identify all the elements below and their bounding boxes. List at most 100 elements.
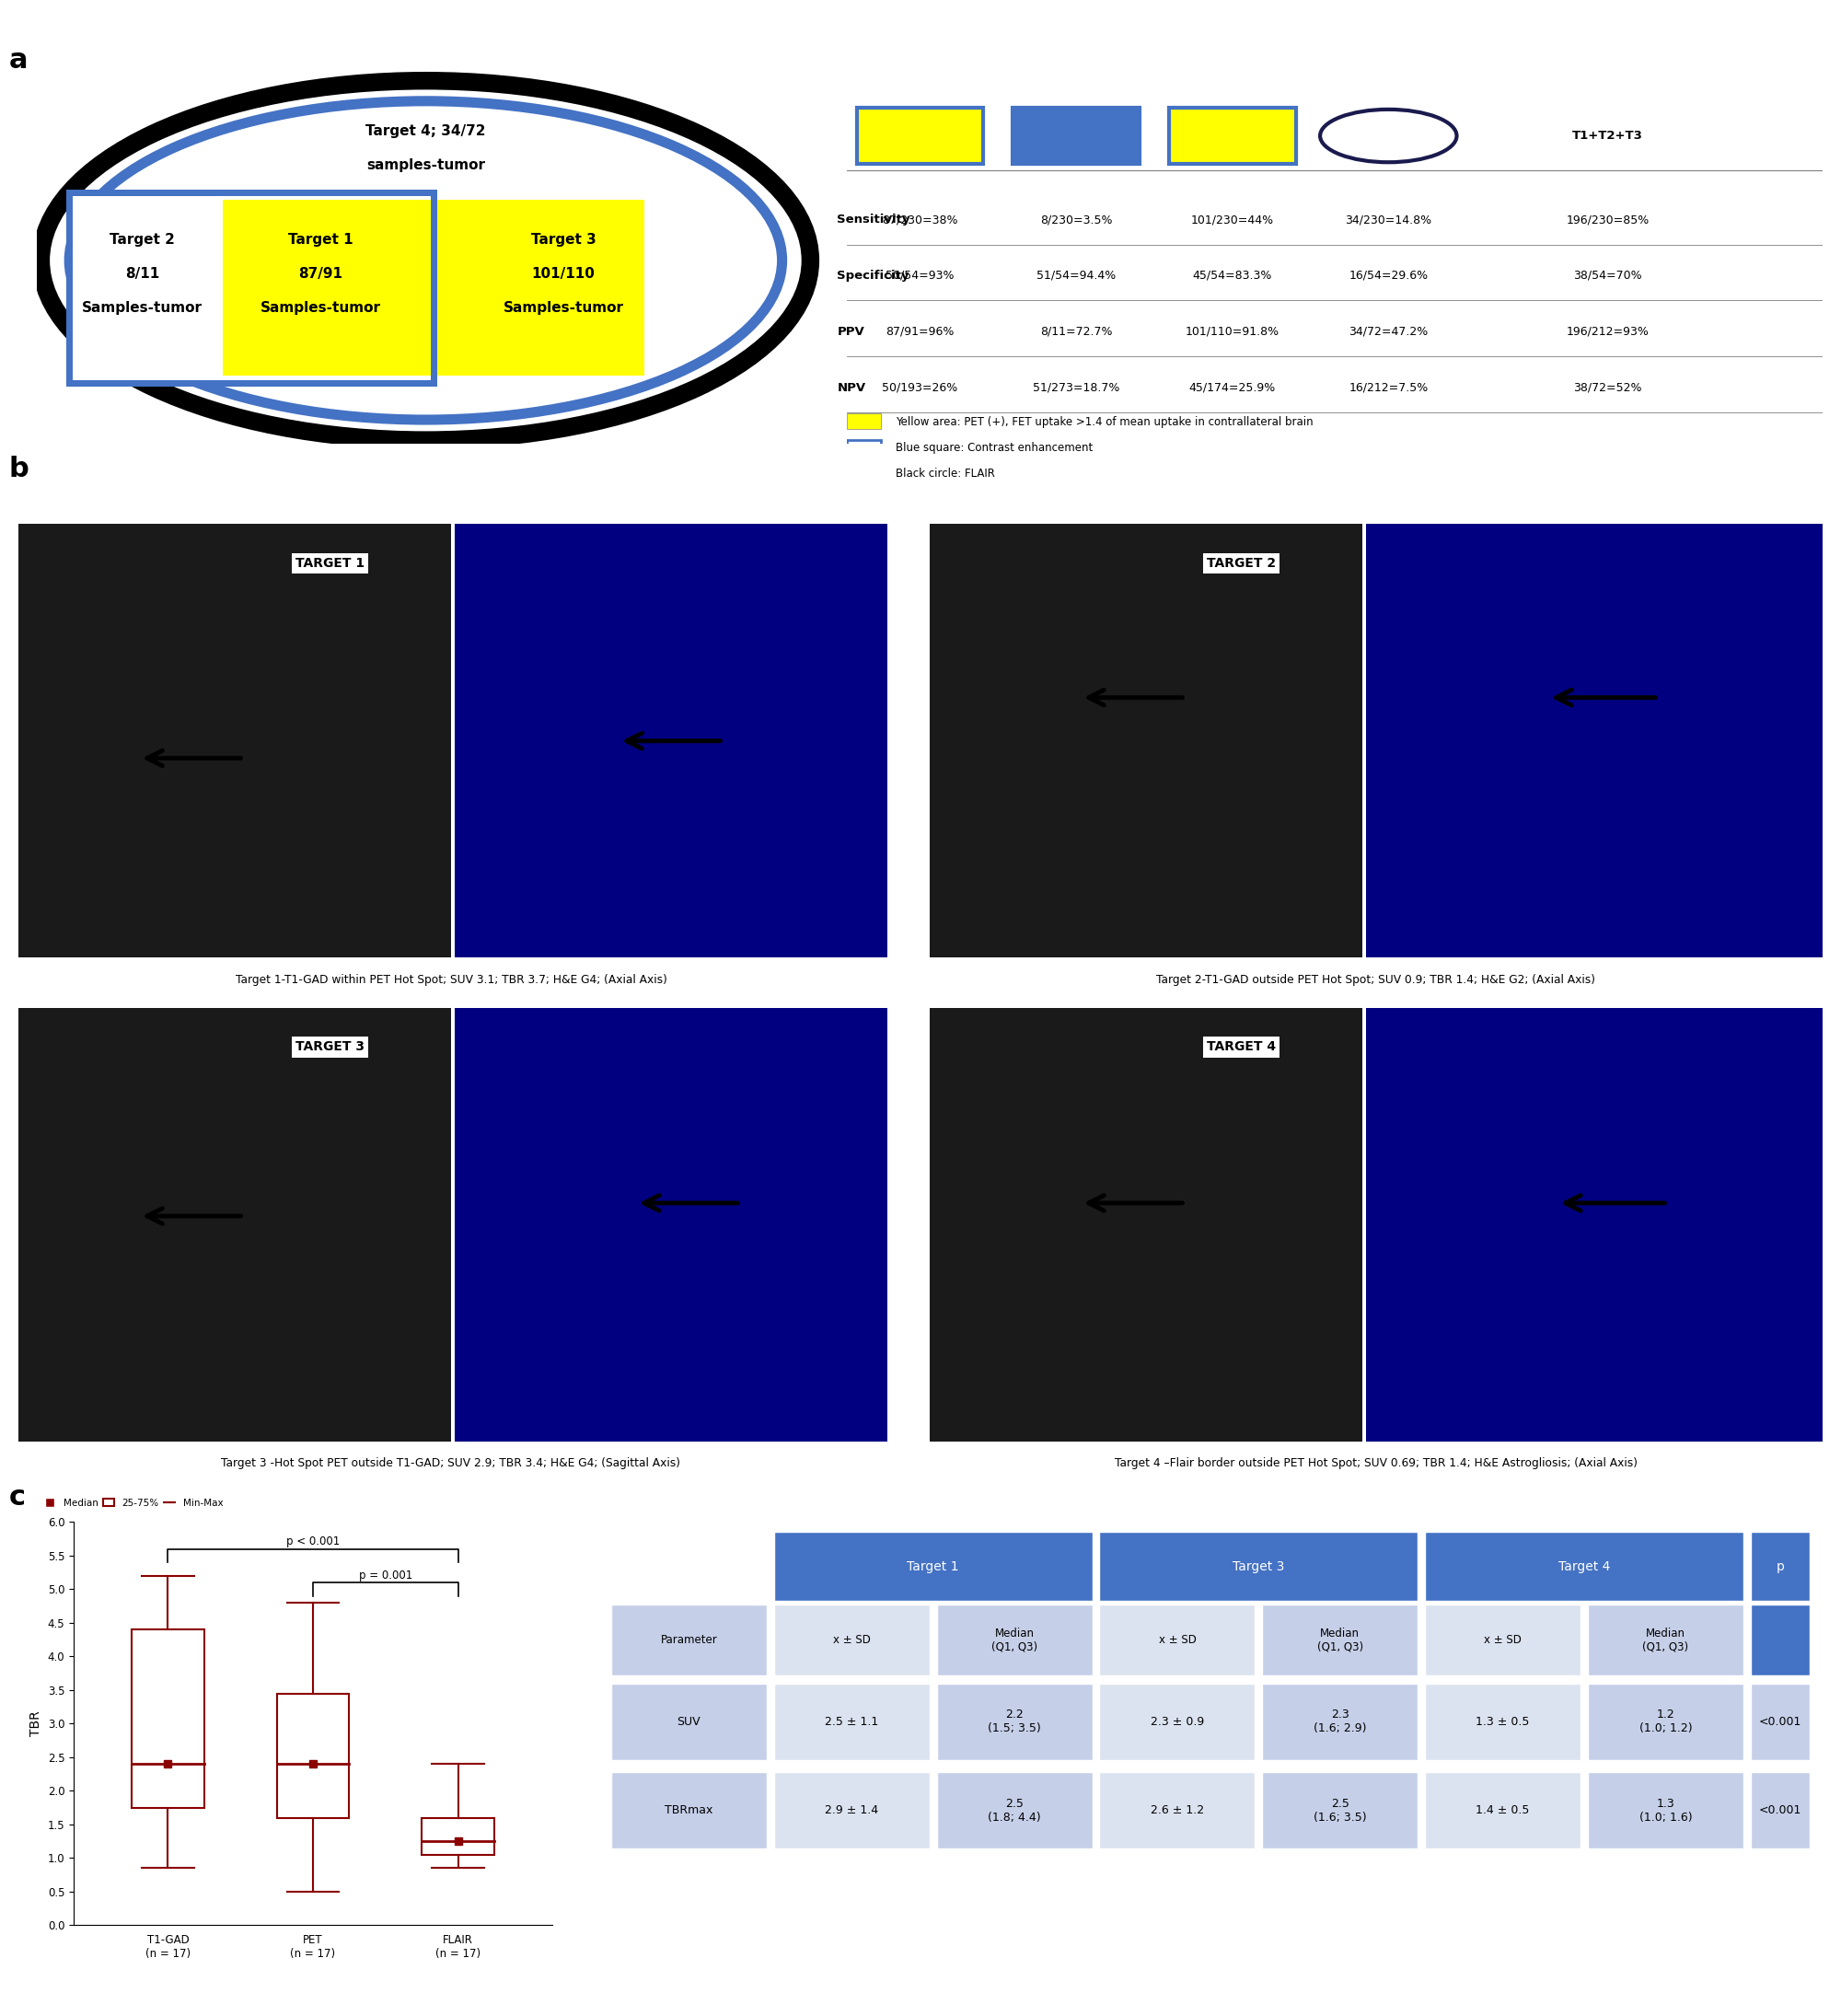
FancyBboxPatch shape xyxy=(1425,1605,1581,1675)
Text: Target 1-T1-GAD within PET Hot Spot; SUV 3.1; TBR 3.7; H&E G4; (Axial Axis): Target 1-T1-GAD within PET Hot Spot; SUV… xyxy=(236,974,666,986)
Text: 87/230=38%: 87/230=38% xyxy=(882,214,957,226)
Text: 34/230=14.8%: 34/230=14.8% xyxy=(1346,214,1432,226)
Text: a: a xyxy=(9,46,28,75)
FancyBboxPatch shape xyxy=(1751,1772,1810,1849)
Text: Target 2: Target 2 xyxy=(109,234,175,248)
Text: Blue square: Contrast enhancement: Blue square: Contrast enhancement xyxy=(895,442,1094,454)
Text: Yellow area: PET (+), FET uptake >1.4 of mean uptake in contrallateral brain: Yellow area: PET (+), FET uptake >1.4 of… xyxy=(895,415,1313,427)
Text: 45/174=25.9%: 45/174=25.9% xyxy=(1189,381,1276,393)
Text: 8/230=3.5%: 8/230=3.5% xyxy=(1040,214,1112,226)
Text: 2.5
(1.6; 3.5): 2.5 (1.6; 3.5) xyxy=(1314,1798,1366,1822)
FancyBboxPatch shape xyxy=(773,1772,930,1849)
Text: 16/212=7.5%: 16/212=7.5% xyxy=(1349,381,1429,393)
FancyBboxPatch shape xyxy=(1425,1532,1743,1601)
Text: p = 0.001: p = 0.001 xyxy=(359,1568,412,1581)
Text: PPV: PPV xyxy=(838,327,865,337)
Text: Specificity: Specificity xyxy=(838,270,909,282)
Text: Samples-tumor: Samples-tumor xyxy=(81,300,203,314)
FancyBboxPatch shape xyxy=(1099,1605,1256,1675)
Text: 196/230=85%: 196/230=85% xyxy=(1567,214,1650,226)
Text: 2.6 ± 1.2: 2.6 ± 1.2 xyxy=(1151,1804,1204,1816)
Y-axis label: TBR: TBR xyxy=(29,1712,42,1736)
FancyBboxPatch shape xyxy=(1589,1683,1743,1760)
FancyBboxPatch shape xyxy=(1263,1683,1418,1760)
Legend: Median, 25-75%, Min-Max: Median, 25-75%, Min-Max xyxy=(41,1494,226,1512)
Text: p < 0.001: p < 0.001 xyxy=(285,1536,341,1548)
Ellipse shape xyxy=(41,81,810,439)
Text: 1.2
(1.0; 1.2): 1.2 (1.0; 1.2) xyxy=(1638,1710,1692,1734)
Text: TARGET 1: TARGET 1 xyxy=(295,556,365,571)
Text: 50/54=93%: 50/54=93% xyxy=(886,270,954,282)
FancyBboxPatch shape xyxy=(611,1772,766,1849)
Text: Target 3: Target 3 xyxy=(1204,129,1261,141)
Text: x ± SD: x ± SD xyxy=(1484,1635,1523,1645)
Text: TARGET 4: TARGET 4 xyxy=(1206,1040,1276,1054)
FancyBboxPatch shape xyxy=(773,1683,930,1760)
FancyBboxPatch shape xyxy=(1751,1683,1810,1760)
FancyBboxPatch shape xyxy=(1589,1605,1743,1675)
FancyBboxPatch shape xyxy=(1169,107,1296,163)
FancyBboxPatch shape xyxy=(1589,1772,1743,1849)
Text: b: b xyxy=(9,456,29,482)
Text: Median
(Q1, Q3): Median (Q1, Q3) xyxy=(992,1627,1038,1653)
Text: Samples-tumor: Samples-tumor xyxy=(503,300,624,314)
Text: 87/91=96%: 87/91=96% xyxy=(886,327,954,337)
FancyBboxPatch shape xyxy=(937,1683,1092,1760)
Text: Black circle: FLAIR: Black circle: FLAIR xyxy=(895,468,994,480)
Text: 50/193=26%: 50/193=26% xyxy=(882,381,957,393)
FancyBboxPatch shape xyxy=(1263,1772,1418,1849)
FancyBboxPatch shape xyxy=(1099,1683,1256,1760)
FancyBboxPatch shape xyxy=(856,107,983,163)
Ellipse shape xyxy=(1320,109,1456,161)
FancyBboxPatch shape xyxy=(937,1772,1092,1849)
Text: Parameter: Parameter xyxy=(661,1635,718,1645)
Text: x ± SD: x ± SD xyxy=(832,1635,871,1645)
Text: 38/54=70%: 38/54=70% xyxy=(1574,270,1642,282)
Text: Target 2: Target 2 xyxy=(1048,129,1105,141)
Text: <0.001: <0.001 xyxy=(1758,1804,1802,1816)
Text: Target 3: Target 3 xyxy=(1233,1560,1285,1572)
Text: 1.3 ± 0.5: 1.3 ± 0.5 xyxy=(1476,1716,1530,1728)
Text: 51/273=18.7%: 51/273=18.7% xyxy=(1033,381,1119,393)
Text: 2.9 ± 1.4: 2.9 ± 1.4 xyxy=(825,1804,878,1816)
Text: 51/54=94.4%: 51/54=94.4% xyxy=(1036,270,1116,282)
Bar xyxy=(70,194,434,383)
Bar xyxy=(847,439,882,456)
Text: Samples-tumor: Samples-tumor xyxy=(260,300,381,314)
Bar xyxy=(70,194,434,383)
FancyBboxPatch shape xyxy=(1099,1532,1418,1601)
Text: Target 1: Target 1 xyxy=(287,234,353,248)
Text: 16/54=29.6%: 16/54=29.6% xyxy=(1349,270,1429,282)
Text: Target 2-T1-GAD outside PET Hot Spot; SUV 0.9; TBR 1.4; H&E G2; (Axial Axis): Target 2-T1-GAD outside PET Hot Spot; SU… xyxy=(1156,974,1596,986)
Bar xyxy=(133,1629,204,1808)
FancyBboxPatch shape xyxy=(1013,107,1140,163)
Text: 101/230=44%: 101/230=44% xyxy=(1191,214,1274,226)
Text: Target 3: Target 3 xyxy=(530,234,596,248)
Text: T1+T2+T3: T1+T2+T3 xyxy=(1572,129,1644,141)
FancyBboxPatch shape xyxy=(773,1532,1092,1601)
Text: NPV: NPV xyxy=(838,381,865,393)
FancyBboxPatch shape xyxy=(1099,1772,1256,1849)
Text: 2.2
(1.5; 3.5): 2.2 (1.5; 3.5) xyxy=(989,1710,1042,1734)
Text: TBRmax: TBRmax xyxy=(665,1804,712,1816)
Text: Target 4: Target 4 xyxy=(1360,129,1418,141)
Text: x ± SD: x ± SD xyxy=(1158,1635,1197,1645)
FancyBboxPatch shape xyxy=(1751,1532,1810,1601)
Text: 8/11=72.7%: 8/11=72.7% xyxy=(1040,327,1112,337)
FancyBboxPatch shape xyxy=(1425,1683,1581,1760)
FancyBboxPatch shape xyxy=(937,1605,1092,1675)
Text: 38/72=52%: 38/72=52% xyxy=(1574,381,1642,393)
Text: Target 1: Target 1 xyxy=(908,1560,959,1572)
FancyBboxPatch shape xyxy=(773,1605,930,1675)
FancyBboxPatch shape xyxy=(1425,1772,1581,1849)
Text: p: p xyxy=(1777,1560,1784,1572)
Text: <0.001: <0.001 xyxy=(1758,1716,1802,1728)
Text: 2.5
(1.8; 4.4): 2.5 (1.8; 4.4) xyxy=(989,1798,1040,1822)
Text: 87/91: 87/91 xyxy=(298,266,342,280)
FancyBboxPatch shape xyxy=(1751,1605,1810,1675)
Text: Median
(Q1, Q3): Median (Q1, Q3) xyxy=(1316,1627,1362,1653)
Bar xyxy=(422,1818,493,1855)
Text: Target 3 -Hot Spot PET outside T1-GAD; SUV 2.9; TBR 3.4; H&E G4; (Sagittal Axis): Target 3 -Hot Spot PET outside T1-GAD; S… xyxy=(221,1458,681,1470)
Text: Target 4 –Flair border outside PET Hot Spot; SUV 0.69; TBR 1.4; H&E Astrogliosis: Target 4 –Flair border outside PET Hot S… xyxy=(1116,1458,1638,1470)
Text: 8/11: 8/11 xyxy=(125,266,160,280)
